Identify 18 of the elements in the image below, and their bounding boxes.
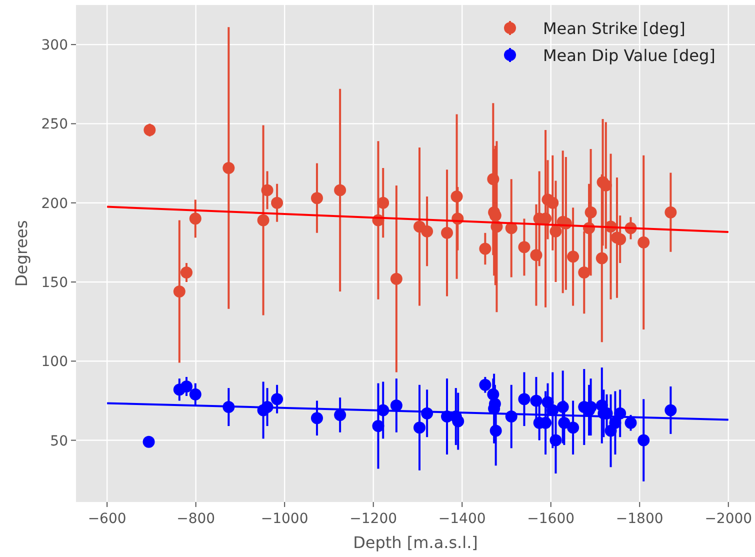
x-tick-label: −1000 — [260, 511, 308, 527]
x-tick-label: −600 — [88, 511, 126, 527]
x-tick-label: −1800 — [616, 511, 664, 527]
y-tick-label: 100 — [41, 354, 68, 370]
legend-label: Mean Dip Value [deg] — [543, 46, 716, 65]
x-axis-title: Depth [m.a.s.l.] — [353, 533, 478, 552]
y-tick-label: 50 — [50, 433, 68, 450]
legend-label: Mean Strike [deg] — [543, 19, 686, 38]
x-tick-label: −1600 — [527, 511, 575, 527]
y-tick-label: 200 — [41, 196, 68, 212]
x-tick-label: −1200 — [350, 511, 398, 527]
x-tick-label: −2000 — [704, 511, 752, 527]
y-tick-label: 150 — [41, 274, 68, 291]
y-axis-title: Degrees — [12, 220, 31, 287]
x-tick-label: −1400 — [438, 511, 486, 527]
y-tick-label: 250 — [41, 116, 68, 133]
y-tick-label: 300 — [41, 38, 68, 54]
x-tick-label: −800 — [176, 511, 216, 527]
